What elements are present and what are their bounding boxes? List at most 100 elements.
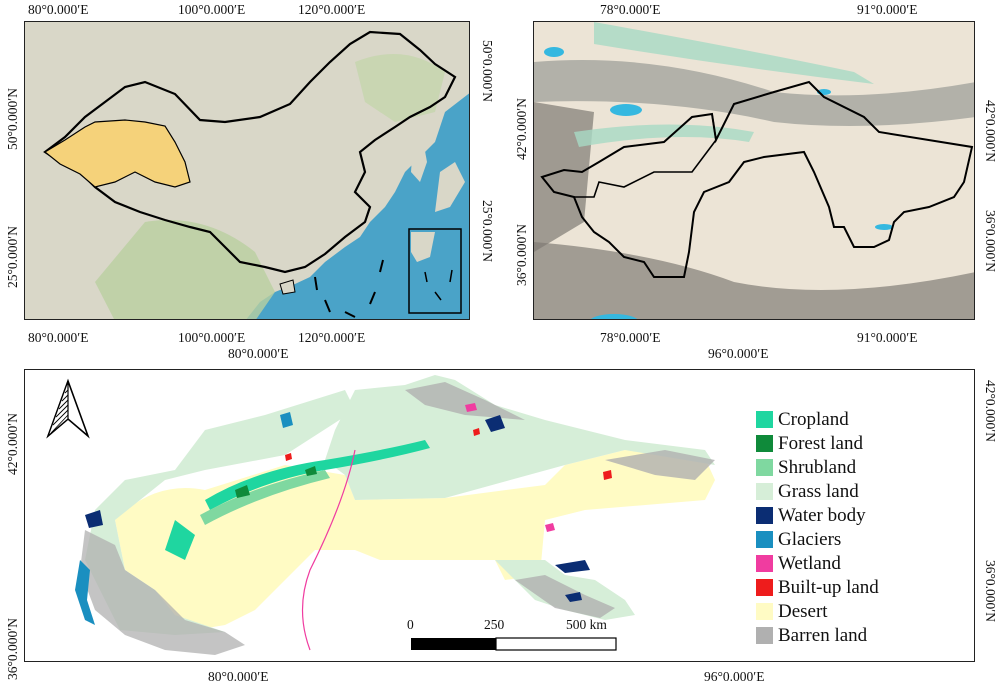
panel-a-china-overview: [24, 21, 470, 320]
japan: [435, 162, 465, 212]
panel-c-top-tick-1: 80°0.000′E: [228, 346, 289, 361]
panel-c-bottom-tick-1: 80°0.000′E: [208, 669, 269, 684]
oasis-belt: [574, 124, 754, 147]
panel-a-left-tick-2: 25°0.000′N: [5, 226, 20, 288]
legend-swatch: [756, 434, 773, 452]
legend-label: Forest land: [778, 432, 863, 454]
lake-1: [610, 104, 642, 116]
panel-a-top-tick-3: 120°0.000′E: [298, 2, 366, 17]
green-region-south: [95, 220, 275, 319]
legend-label: Shrubland: [778, 456, 857, 478]
china-boundary: [43, 30, 457, 274]
barren-north: [405, 382, 525, 420]
legend-swatch: [756, 458, 773, 476]
legend-item: Cropland: [756, 409, 849, 429]
lake-2: [544, 47, 564, 57]
panel-a-right-tick-1: 50°0.000′N: [480, 40, 495, 102]
scale-label-0: 0: [407, 617, 414, 632]
legend-item: Grass land: [756, 481, 859, 501]
legend-swatch: [756, 602, 773, 620]
legend-item: Built-up land: [756, 577, 879, 597]
legend-swatch: [756, 410, 773, 428]
wetland-2: [545, 523, 555, 532]
water-body-2: [555, 560, 590, 573]
legend-label: Cropland: [778, 408, 849, 430]
legend-swatch: [756, 482, 773, 500]
panel-c-left-tick-2: 36°0.000′N: [5, 618, 20, 680]
legend-item: Desert: [756, 601, 828, 621]
grass-north: [325, 375, 715, 500]
panel-b-bottom-tick-2: 91°0.000′E: [857, 330, 918, 345]
legend-item: Barren land: [756, 625, 867, 645]
china-overview-map: [25, 22, 469, 319]
hainan: [279, 279, 296, 295]
panel-a-top-tick-1: 80°0.000′E: [28, 2, 89, 17]
lake-4: [875, 224, 893, 230]
panel-c-right-tick-2: 36°0.000′N: [983, 560, 998, 622]
legend-swatch: [756, 506, 773, 524]
panel-a-bottom-tick-1: 80°0.000′E: [28, 330, 89, 345]
grass-west: [85, 390, 355, 635]
legend-swatch: [756, 578, 773, 596]
panel-c-top-tick-2: 96°0.000′E: [708, 346, 769, 361]
legend-label: Water body: [778, 504, 866, 526]
korea: [411, 140, 427, 182]
barren-east: [605, 450, 715, 480]
panel-b-left-tick-1: 42°0.000′N: [514, 98, 529, 160]
legend-item: Shrubland: [756, 457, 856, 477]
scale-label-250: 250: [484, 617, 505, 632]
legend-swatch: [756, 626, 773, 644]
land-use-map: [46, 375, 715, 655]
legend-item: Glaciers: [756, 529, 841, 549]
lake-5: [590, 314, 638, 319]
panel-c-right-tick-1: 42°0.000′N: [983, 380, 998, 442]
water-body-1: [485, 415, 505, 432]
forest-patches: [235, 466, 317, 498]
kunlun-mountains: [534, 242, 974, 319]
legend-label: Grass land: [778, 480, 859, 502]
tianshan-mountains: [534, 60, 974, 126]
built-up-3: [285, 453, 292, 461]
cropland-southwest: [165, 520, 195, 560]
legend-label: Barren land: [778, 624, 868, 646]
glaciers-north: [280, 412, 293, 428]
legend-swatch: [756, 554, 773, 572]
panel-b-left-tick-2: 36°0.000′N: [514, 224, 529, 286]
panel-c-left-tick-1: 42°0.000′N: [5, 413, 20, 475]
inner-boundary: [574, 113, 717, 198]
scale-label-500: 500 km: [566, 617, 607, 632]
legend-label: Wetland: [778, 552, 841, 574]
panel-a-top-tick-2: 100°0.000′E: [178, 2, 246, 17]
water-body-4: [565, 592, 582, 602]
glaciers-west: [75, 560, 95, 625]
panel-c-bottom-tick-2: 96°0.000′E: [704, 669, 765, 684]
built-up-1: [603, 470, 612, 480]
water-body-3: [85, 510, 103, 528]
scale-bar: [411, 637, 617, 651]
cropland-belt: [205, 440, 430, 510]
legend-label: Built-up land: [778, 576, 879, 598]
north-arrow-icon: [46, 378, 90, 439]
legend-label: Glaciers: [778, 528, 842, 550]
panel-b-bottom-tick-1: 78°0.000′E: [600, 330, 661, 345]
panel-a-bottom-tick-2: 100°0.000′E: [178, 330, 246, 345]
green-region-northeast: [355, 54, 445, 122]
panel-b-top-tick-2: 91°0.000′E: [857, 2, 918, 17]
legend-item: Water body: [756, 505, 866, 525]
panel-c-land-use-map: [24, 369, 975, 662]
panel-a-right-tick-2: 25°0.000′N: [480, 200, 495, 262]
study-area-relief-map: [534, 22, 974, 319]
wetland-1: [465, 403, 477, 412]
northern-vegetation: [594, 22, 874, 84]
legend-label: Desert: [778, 600, 828, 622]
panel-b-right-tick-2: 36°0.000′N: [983, 210, 998, 272]
panel-a-bottom-tick-3: 120°0.000′E: [298, 330, 366, 345]
panel-b-right-tick-1: 42°0.000′N: [983, 100, 998, 162]
built-up-2: [473, 428, 480, 436]
south-sea-dashes: [314, 259, 384, 318]
shrubland-belt: [200, 470, 330, 525]
panel-b-top-tick-1: 78°0.000′E: [600, 2, 661, 17]
barren-southwest: [80, 530, 245, 655]
legend-item: Forest land: [756, 433, 863, 453]
panel-b-study-area-relief: [533, 21, 975, 320]
